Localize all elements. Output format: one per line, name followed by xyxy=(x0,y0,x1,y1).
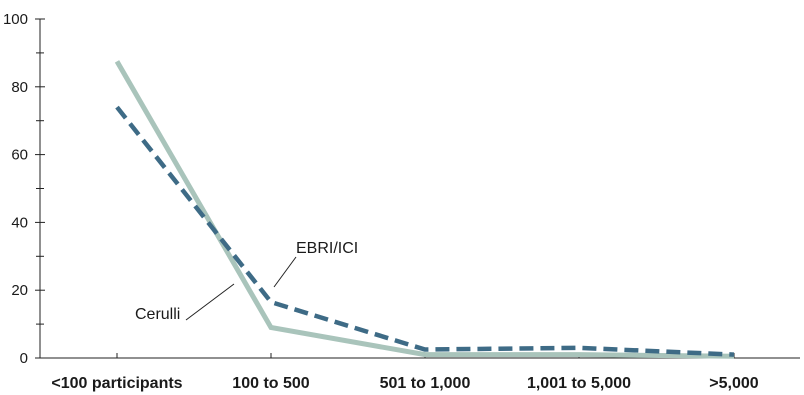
annotation-label-cerulli: Cerulli xyxy=(135,306,180,323)
annotation-leader-cerulli xyxy=(185,283,235,321)
series-line-cerulli xyxy=(114,60,735,359)
y-tick-label: 80 xyxy=(11,79,28,96)
x-category-label: >5,000 xyxy=(709,375,758,392)
x-axis-labels: <100 participants 100 to 500 501 to 1,000 1… xyxy=(51,353,759,392)
series-lines xyxy=(114,60,735,359)
y-tick-label: 40 xyxy=(11,214,28,231)
series-line-ebri-ici xyxy=(115,105,735,357)
annotation-label-ebri-ici: EBRI/ICI xyxy=(296,240,358,257)
y-tick-label: 20 xyxy=(11,282,28,299)
x-category-label: <100 participants xyxy=(51,375,182,392)
annotation-leader-ebri-ici xyxy=(273,256,297,288)
x-category-label: 501 to 1,000 xyxy=(380,375,471,392)
y-tick-label: 100 xyxy=(3,11,28,28)
y-axis-ticks: 0 20 40 60 80 100 xyxy=(3,11,45,367)
x-category-label: 100 to 500 xyxy=(232,375,309,392)
y-tick-label: 0 xyxy=(20,350,28,367)
y-tick-label: 60 xyxy=(11,147,28,164)
series-annotations: Cerulli EBRI/ICI xyxy=(135,240,358,323)
x-category-label: 1,001 to 5,000 xyxy=(527,375,631,392)
